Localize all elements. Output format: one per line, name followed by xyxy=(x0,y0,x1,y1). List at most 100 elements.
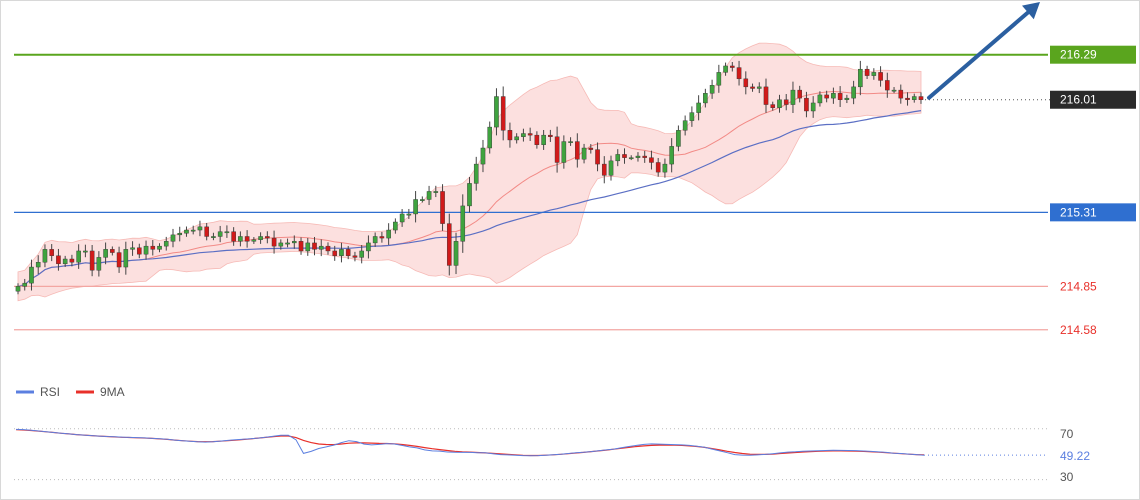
candle xyxy=(406,208,412,219)
candle-body-down xyxy=(345,249,351,256)
candle-body-down xyxy=(440,191,445,224)
candle xyxy=(534,131,540,149)
candle-body-down xyxy=(588,147,594,150)
candle xyxy=(292,235,297,249)
candle xyxy=(278,239,284,250)
candle xyxy=(885,72,890,98)
candle xyxy=(918,92,924,104)
price-levels xyxy=(14,53,1050,331)
level-labels: 216.29 216.01 215.31 214.85 214.58 xyxy=(1050,45,1136,337)
level-resistance-label: 216.29 xyxy=(1060,48,1097,62)
candle-body-up xyxy=(453,241,459,266)
candle-body-down xyxy=(527,133,533,136)
candle-body-up xyxy=(487,126,493,149)
candle xyxy=(62,255,68,267)
candle xyxy=(716,64,722,93)
candle-body-down xyxy=(649,157,654,163)
candle xyxy=(601,156,607,184)
candle-body-up xyxy=(682,120,688,131)
level-current-price-label-box xyxy=(1050,90,1136,109)
candle xyxy=(622,148,627,164)
candle xyxy=(56,248,61,271)
candle xyxy=(399,209,405,227)
candle-body-down xyxy=(137,247,142,255)
candle xyxy=(756,82,762,94)
candle xyxy=(575,133,580,168)
candle-body-up xyxy=(143,245,149,255)
candle xyxy=(116,246,122,273)
candle-body-up xyxy=(130,247,135,250)
candle xyxy=(480,139,486,173)
candle-body-up xyxy=(197,226,203,231)
candle xyxy=(635,152,641,162)
candle xyxy=(797,85,802,103)
candle xyxy=(305,238,311,256)
candle xyxy=(817,91,823,107)
candle-body-down xyxy=(898,89,904,99)
candle xyxy=(500,86,506,141)
candle xyxy=(864,65,870,79)
candle-body-up xyxy=(696,102,701,113)
candle xyxy=(103,242,108,265)
candle xyxy=(318,239,324,257)
candle-body-up xyxy=(96,257,102,271)
candle-body-up xyxy=(318,245,324,250)
candle xyxy=(581,143,587,164)
candle-body-up xyxy=(292,241,297,244)
candle xyxy=(238,231,243,247)
candle xyxy=(487,121,493,154)
candle xyxy=(332,245,338,261)
candle-body-up xyxy=(211,236,216,238)
candle xyxy=(858,60,863,96)
level-support-label-4: 214.58 xyxy=(1060,323,1097,337)
rsi-tick-70: 70 xyxy=(1060,427,1074,441)
candle xyxy=(453,232,459,275)
candle-body-up xyxy=(399,213,405,223)
candle xyxy=(83,244,88,258)
candle-body-down xyxy=(265,236,270,239)
candle-body-down xyxy=(548,134,553,137)
candle-body-up xyxy=(372,236,378,244)
candle-body-down xyxy=(231,231,236,242)
candle xyxy=(804,91,809,118)
candle xyxy=(251,237,257,244)
candle xyxy=(413,191,418,223)
candle xyxy=(130,241,135,256)
candle-body-down xyxy=(783,99,789,105)
candle-body-down xyxy=(750,86,755,89)
candle xyxy=(568,137,573,146)
candle xyxy=(554,126,560,173)
candle xyxy=(76,244,81,269)
candle xyxy=(190,225,196,235)
candle xyxy=(837,86,843,107)
rsi-current-value: 49.22 xyxy=(1060,449,1090,463)
candle xyxy=(649,150,654,170)
candle xyxy=(217,225,223,243)
candle xyxy=(271,230,277,254)
candle xyxy=(143,240,149,260)
candle-body-up xyxy=(29,266,34,284)
candle-body-up xyxy=(170,234,176,242)
candle xyxy=(29,259,34,291)
candle xyxy=(393,218,398,234)
candle xyxy=(527,127,533,142)
candle xyxy=(157,243,162,253)
candle-body-down xyxy=(325,245,331,252)
candle xyxy=(709,79,715,99)
candle xyxy=(595,142,600,172)
candle xyxy=(494,88,499,136)
candle xyxy=(123,241,129,275)
candle xyxy=(231,227,236,246)
candle-body-up xyxy=(224,231,230,234)
candle xyxy=(460,194,466,253)
candle xyxy=(750,83,755,92)
candle-body-down xyxy=(379,236,385,239)
candle-body-up xyxy=(891,89,897,92)
candle-body-up xyxy=(608,160,614,176)
candle-body-down xyxy=(878,72,883,81)
candle xyxy=(514,133,519,144)
candle-body-up xyxy=(541,134,546,145)
candle-body-up xyxy=(568,141,573,143)
candle xyxy=(831,87,836,104)
